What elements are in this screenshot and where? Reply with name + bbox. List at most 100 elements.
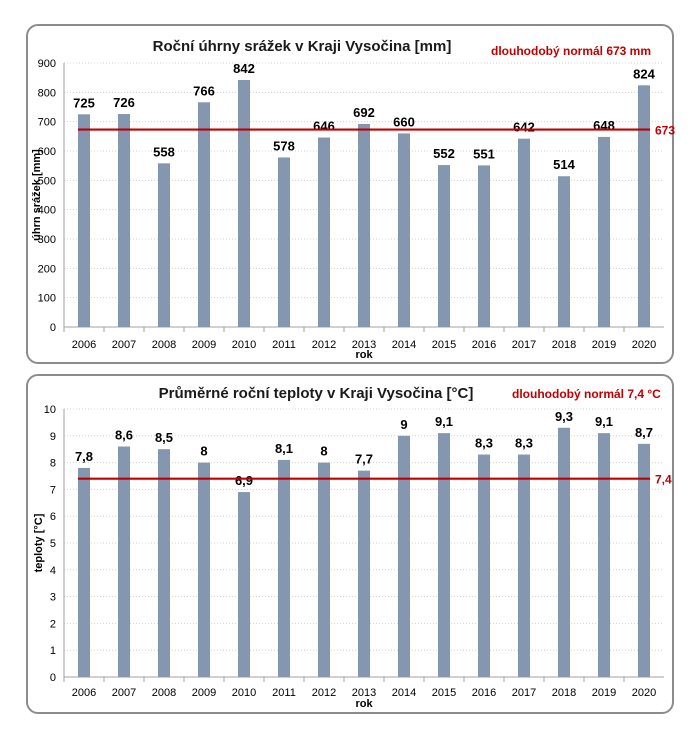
temp-bar bbox=[438, 433, 450, 677]
temp-data-label: 8,1 bbox=[275, 441, 293, 456]
precip-x-tick-label: 2016 bbox=[472, 339, 496, 351]
temp-data-label: 9,3 bbox=[555, 409, 573, 424]
precip-bar bbox=[158, 163, 170, 327]
precip-bar bbox=[438, 165, 450, 327]
precip-y-tick-label: 500 bbox=[38, 175, 56, 187]
temp-data-label: 7,7 bbox=[355, 452, 373, 467]
precip-y-tick-label: 200 bbox=[38, 263, 56, 275]
temp-bar bbox=[78, 467, 90, 677]
temp-data-label: 7,8 bbox=[75, 449, 93, 464]
precip-bar bbox=[398, 133, 410, 327]
temp-x-tick-label: 2018 bbox=[552, 687, 576, 699]
precip-y-tick-label: 800 bbox=[38, 87, 56, 99]
precip-data-label: 725 bbox=[73, 95, 95, 110]
precip-x-tick-label: 2017 bbox=[512, 339, 536, 351]
precip-x-tick-label: 2008 bbox=[152, 339, 176, 351]
temp-y-tick-label: 6 bbox=[50, 511, 56, 523]
precip-x-tick-label: 2006 bbox=[72, 339, 96, 351]
temp-x-tick-label: 2011 bbox=[272, 687, 296, 699]
temp-data-label: 8,5 bbox=[155, 430, 173, 445]
precip-data-label: 766 bbox=[193, 83, 215, 98]
precip-y-tick-label: 300 bbox=[38, 234, 56, 246]
temp-data-label: 6,9 bbox=[235, 473, 253, 488]
temp-y-tick-label: 4 bbox=[50, 565, 56, 577]
precip-data-label: 692 bbox=[353, 105, 375, 120]
temp-x-tick-label: 2012 bbox=[312, 687, 336, 699]
precip-bar bbox=[478, 165, 490, 327]
temp-data-label: 8,3 bbox=[515, 436, 533, 451]
precip-bar bbox=[518, 138, 530, 327]
temp-normal-legend-label: dlouhodobý normál 7,4 °C bbox=[512, 387, 661, 401]
temp-chart-title: Průměrné roční teploty v Kraji Vysočina … bbox=[159, 385, 474, 402]
precip-x-tick-label: 2020 bbox=[632, 339, 656, 351]
temp-x-tick-label: 2008 bbox=[152, 687, 176, 699]
temp-x-tick-label: 2020 bbox=[632, 687, 656, 699]
temp-bar bbox=[158, 449, 170, 677]
precip-chart-title: Roční úhrny srážek v Kraji Vysočina [mm] bbox=[153, 38, 452, 55]
precip-x-tick-label: 2019 bbox=[592, 339, 616, 351]
temp-y-tick-label: 8 bbox=[50, 458, 56, 470]
temp-data-label: 8,6 bbox=[115, 428, 133, 443]
precip-x-tick-label: 2012 bbox=[312, 339, 336, 351]
precip-data-label: 646 bbox=[313, 119, 335, 134]
precip-y-tick-label: 0 bbox=[50, 322, 56, 334]
precip-data-label: 726 bbox=[113, 95, 135, 110]
precip-bar bbox=[598, 136, 610, 327]
temp-x-axis-label: rok bbox=[355, 698, 373, 710]
temp-bar bbox=[478, 454, 490, 677]
temp-x-tick-label: 2016 bbox=[472, 687, 496, 699]
temp-x-tick-label: 2015 bbox=[432, 687, 456, 699]
temp-data-label: 8 bbox=[200, 444, 207, 459]
temp-bar bbox=[558, 427, 570, 677]
temp-bar bbox=[358, 470, 370, 677]
precip-x-tick-label: 2018 bbox=[552, 339, 576, 351]
temp-x-tick-label: 2019 bbox=[592, 687, 616, 699]
precip-bar bbox=[558, 176, 570, 327]
precip-x-tick-label: 2013 bbox=[352, 339, 376, 351]
temp-bar bbox=[198, 462, 210, 677]
precip-x-tick-label: 2007 bbox=[112, 339, 136, 351]
precip-y-tick-label: 100 bbox=[38, 293, 56, 305]
temp-x-tick-label: 2017 bbox=[512, 687, 536, 699]
precip-data-label: 552 bbox=[433, 146, 455, 161]
temp-data-label: 8,7 bbox=[635, 425, 653, 440]
temp-y-tick-label: 7 bbox=[50, 484, 56, 496]
temp-data-label: 8 bbox=[320, 444, 327, 459]
temp-bar bbox=[518, 454, 530, 677]
temp-y-axis-label: teploty [°C] bbox=[33, 513, 45, 572]
precip-data-label: 660 bbox=[393, 114, 415, 129]
precip-data-label: 824 bbox=[633, 66, 655, 81]
precip-x-tick-label: 2015 bbox=[432, 339, 456, 351]
precip-y-tick-label: 700 bbox=[38, 117, 56, 129]
precip-x-tick-label: 2010 bbox=[232, 339, 256, 351]
temp-y-tick-label: 2 bbox=[50, 618, 56, 630]
temp-bar bbox=[278, 459, 290, 677]
temp-bar bbox=[118, 446, 130, 677]
precip-x-tick-label: 2009 bbox=[192, 339, 216, 351]
precip-data-label: 642 bbox=[513, 120, 535, 135]
precip-bar bbox=[78, 114, 90, 327]
temp-y-tick-label: 5 bbox=[50, 538, 56, 550]
precip-data-label: 551 bbox=[473, 146, 495, 161]
precip-y-tick-label: 400 bbox=[38, 205, 56, 217]
precip-data-label: 558 bbox=[153, 144, 175, 159]
precip-bar bbox=[278, 157, 290, 327]
temp-x-tick-label: 2014 bbox=[392, 687, 416, 699]
precip-bar bbox=[318, 137, 330, 327]
precip-y-tick-label: 900 bbox=[38, 58, 56, 70]
precip-data-label: 842 bbox=[233, 61, 255, 76]
temp-bar bbox=[398, 435, 410, 677]
temp-bar bbox=[318, 462, 330, 677]
temp-normal-value-label: 7,4 bbox=[655, 473, 672, 487]
temp-data-label: 9,1 bbox=[595, 414, 613, 429]
temp-x-tick-label: 2010 bbox=[232, 687, 256, 699]
temp-x-tick-label: 2013 bbox=[352, 687, 376, 699]
precip-data-label: 514 bbox=[553, 157, 575, 172]
temp-x-tick-label: 2009 bbox=[192, 687, 216, 699]
precip-bar bbox=[118, 114, 130, 327]
temp-bar bbox=[598, 433, 610, 677]
temp-data-label: 9 bbox=[400, 417, 407, 432]
precip-x-axis-label: rok bbox=[355, 349, 373, 361]
precip-x-tick-label: 2011 bbox=[272, 339, 296, 351]
